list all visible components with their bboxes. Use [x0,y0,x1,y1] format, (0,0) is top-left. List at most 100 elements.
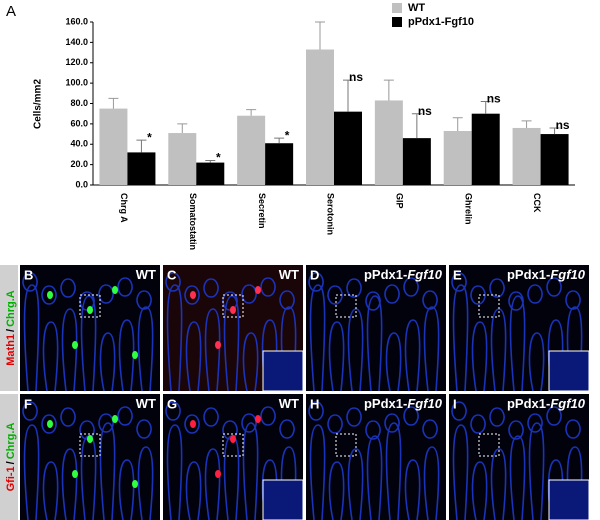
cell-signal [215,341,221,349]
row-marker-part: / [5,461,17,464]
panel-letter: I [453,396,457,411]
inset [262,479,304,520]
cell-signal [72,341,78,349]
bar [443,131,472,185]
error-bar [452,117,463,132]
inset [262,350,304,392]
cell-signal [47,291,53,299]
bar [237,115,266,185]
y-tick-label: 80.0 [70,98,88,108]
significance: ns [487,92,501,106]
y-tick-label: 120.0 [65,57,88,67]
bar [168,133,197,185]
roi-box [79,433,101,457]
micrograph [449,394,590,520]
x-tick-label: Somatostatin [188,193,198,250]
cell-signal [112,415,118,423]
micrograph [20,394,160,520]
panel-label: WT [136,267,156,282]
panel-label-part: Fgf10 [550,267,585,282]
row-label-strip [0,394,18,520]
significance: ns [418,104,432,118]
panel-label-part: Fgf10 [407,267,442,282]
error-bar [177,123,188,134]
roi-box [478,294,500,318]
error-bar [315,21,325,50]
bar [540,134,569,185]
panel-letter: E [453,267,462,282]
legend-label: pPdx1-Fgf10 [408,16,474,28]
y-tick-label: 140.0 [65,37,88,47]
error-bar [521,120,532,128]
roi-box [79,294,101,318]
panel-label: pPdx1-Fgf10 [364,396,443,411]
panel-letter: H [310,396,319,411]
bar [306,49,334,185]
bar [127,152,156,185]
row-marker-part: Math1 [5,334,17,366]
panel-label: pPdx1-Fgf10 [364,267,443,282]
panel-letter: D [310,267,319,282]
panel-label-part: WT [279,267,299,282]
panel-label-part: WT [136,396,156,411]
micrograph [20,265,160,392]
error-bar [205,160,216,163]
error-bar [136,139,147,153]
panel-label-part: pPdx1- [507,267,550,282]
inset [548,479,590,520]
panel-letter: G [167,396,177,411]
significance: ns [349,70,363,84]
bar [374,100,403,185]
panel-label-part: WT [279,396,299,411]
roi-box [335,294,357,318]
panel-letter: C [167,267,177,282]
micrograph-bg [20,265,160,391]
panel-label-part: pPdx1- [364,267,407,282]
x-tick-label: Ghrelin [463,193,473,225]
cell-signal [190,291,196,299]
y-axis-label: Cells/mm2 [33,79,44,129]
panel-label-part: Fgf10 [550,396,585,411]
bar [334,111,362,185]
error-bar [480,100,491,114]
cell-signal [190,420,196,428]
error-bar [343,79,353,112]
bar [402,138,431,185]
panel-label: WT [279,396,299,411]
micrograph [163,394,304,520]
cell-signal [72,470,78,478]
row-marker-label: Gfi-1 /Chrg.A [5,423,17,492]
y-tick-label: 0.0 [75,179,88,189]
panel-label-part: WT [136,267,156,282]
cell-signal [215,470,221,478]
row-marker-label: Math1 / Chrg.A [5,290,17,366]
legend-label: WT [408,2,425,14]
y-tick-label: 20.0 [70,159,88,169]
cell-signal [132,351,138,359]
micrograph [306,265,446,392]
significance: ns [556,118,570,132]
legend-swatch [392,17,402,27]
tissue [308,401,440,520]
x-tick-label: Secretin [257,193,267,229]
panel-label: pPdx1-Fgf10 [507,267,586,282]
x-tick-label: CCK [532,193,542,213]
row-label-strip [0,265,18,391]
error-bar [108,97,119,109]
bar [471,113,500,185]
panel-label-part: Fgf10 [407,396,442,411]
panel-letter: A [6,3,16,20]
panel-letter: F [24,396,32,411]
cell-signal [255,286,261,294]
cell-signal [87,435,93,443]
cell-signal [255,415,261,423]
bar [512,127,541,185]
row-marker-part: Chrg.A [5,290,17,327]
significance: * [147,130,152,144]
roi-box [222,433,244,457]
panel-label: WT [136,396,156,411]
legend-swatch [392,3,402,13]
error-bar [274,137,285,144]
significance: * [216,151,221,165]
